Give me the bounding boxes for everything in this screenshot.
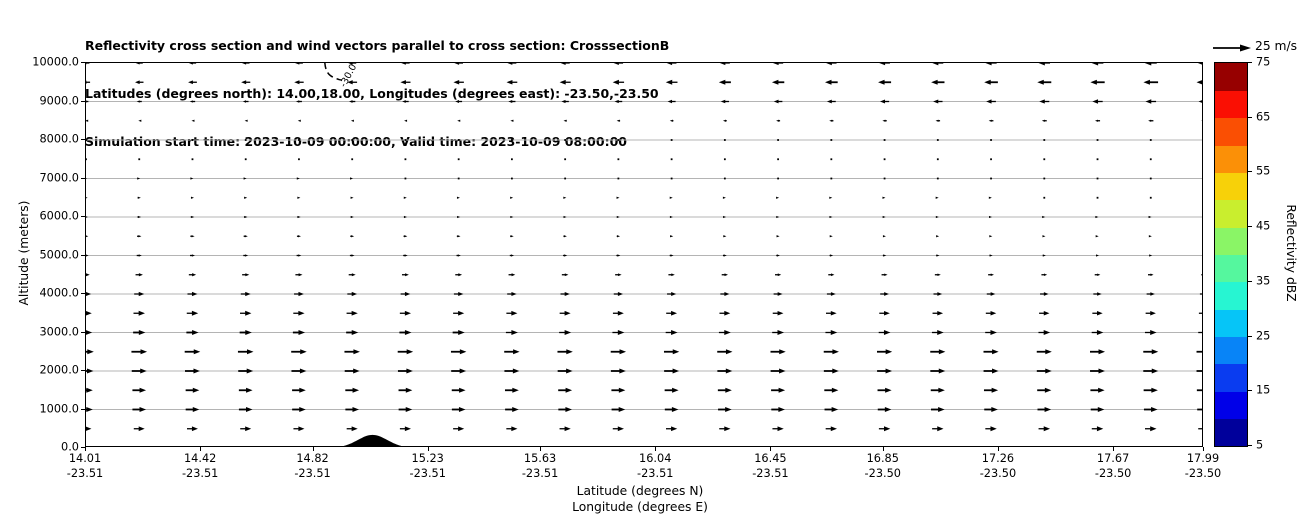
x-tick-mark (882, 447, 884, 451)
colorbar-tick-mark (1248, 445, 1252, 446)
y-tick-mark (81, 447, 85, 448)
reference-arrow-label: 25 m/s (1255, 39, 1298, 53)
x-tick-label: 14.82 -23.51 (294, 452, 331, 480)
colorbar-tick-mark (1248, 62, 1252, 63)
colorbar-tick-label: 5 (1256, 438, 1264, 452)
y-tick-mark (81, 216, 85, 217)
x-tick-mark (655, 447, 657, 451)
y-tick-label: 8000.0 (39, 132, 79, 146)
colorbar-segment-5-10dbz (1215, 418, 1247, 447)
x-axis-label-longitude: Longitude (degrees E) (572, 499, 708, 514)
colorbar-segment-45-50dbz (1215, 199, 1247, 228)
y-tick-label: 2000.0 (39, 363, 79, 377)
y-tick-mark (81, 370, 85, 371)
x-tick-label: 17.26 -23.50 (979, 452, 1017, 480)
colorbar-segment-65-70dbz (1215, 90, 1247, 119)
colorbar-tick-mark (1248, 280, 1252, 282)
y-tick-label: 5000.0 (39, 248, 79, 261)
x-tick-label: 16.85 -23.50 (864, 452, 901, 480)
terrain-profile (343, 434, 402, 446)
y-tick-label: 10000.0 (32, 55, 79, 69)
quiver-cross-section: -30.0 (86, 63, 1202, 446)
colorbar-tick-mark (1248, 171, 1252, 173)
x-tick-label: 15.23 -23.51 (409, 452, 446, 480)
y-tick-mark (81, 100, 85, 102)
reference-arrow-icon (1213, 44, 1251, 52)
y-tick-mark (81, 62, 85, 63)
colorbar-segment-20-25dbz (1215, 336, 1247, 365)
x-tick-mark (85, 447, 86, 451)
y-tick-mark (81, 139, 85, 140)
y-tick-label: 9000.0 (39, 94, 79, 107)
colorbar-tick-label: 65 (1256, 110, 1271, 124)
y-tick-label: 3000.0 (39, 325, 79, 338)
chart-title-line2: Latitudes (degrees north): 14.00,18.00, … (85, 86, 659, 101)
colorbar-segment-70-75dbz (1215, 63, 1247, 91)
y-tick-mark (81, 408, 85, 410)
colorbar-segment-50-55dbz (1215, 172, 1247, 201)
x-tick-mark (312, 447, 314, 451)
x-tick-label: 15.63 -23.51 (521, 452, 559, 480)
colorbar-segment-10-15dbz (1215, 391, 1247, 420)
x-tick-mark (1113, 447, 1115, 451)
colorbar-segment-30-35dbz (1215, 281, 1247, 310)
y-tick-label: 4000.0 (39, 286, 79, 300)
x-axis-label: Latitude (degrees N) Longitude (degrees … (360, 484, 920, 515)
y-tick-mark (81, 293, 85, 294)
colorbar-tick-mark (1248, 226, 1252, 228)
chart-title-line1: Reflectivity cross section and wind vect… (85, 38, 670, 53)
x-tick-label: 17.99 -23.50 (1184, 452, 1222, 480)
x-tick-mark (200, 447, 202, 451)
x-tick-label: 14.42 -23.51 (181, 452, 219, 480)
colorbar-tick-mark (1248, 116, 1252, 118)
x-tick-mark (770, 447, 772, 451)
colorbar-tick-label: 45 (1256, 219, 1271, 233)
x-axis-label-latitude: Latitude (degrees N) (576, 484, 704, 498)
colorbar-tick-label: 55 (1256, 164, 1271, 178)
plot-area: -30.0 (85, 62, 1203, 447)
y-tick-label: 7000.0 (39, 171, 79, 184)
wind-vectors (86, 63, 1202, 432)
colorbar-tick-label: 25 (1256, 329, 1271, 343)
y-tick-mark (81, 254, 85, 256)
colorbar-segment-15-20dbz (1215, 363, 1247, 392)
colorbar-segment-25-30dbz (1215, 309, 1247, 338)
colorbar-tick-label: 35 (1256, 274, 1271, 288)
colorbar-segment-60-65dbz (1215, 117, 1247, 146)
x-tick-mark (540, 447, 542, 451)
x-tick-label: 14.01 -23.51 (66, 452, 104, 480)
colorbar-tick-label: 15 (1256, 383, 1271, 397)
x-tick-mark (427, 447, 429, 451)
y-tick-mark (81, 177, 85, 179)
y-tick-mark (81, 331, 85, 333)
colorbar-tick-label: 75 (1256, 55, 1271, 69)
colorbar-segment-40-45dbz (1215, 227, 1247, 255)
x-tick-mark (1203, 447, 1204, 451)
y-tick-label: 0.0 (61, 440, 79, 454)
colorbar (1214, 62, 1248, 447)
colorbar-tick-mark (1248, 335, 1252, 337)
y-tick-label: 1000.0 (39, 402, 79, 415)
colorbar-segment-35-40dbz (1215, 254, 1247, 283)
wind-reference-legend: 25 m/s (1213, 38, 1304, 58)
x-tick-label: 16.45 -23.51 (752, 452, 789, 480)
x-tick-mark (997, 447, 999, 451)
colorbar-label: Reflectivity dBZ (1284, 204, 1298, 302)
contour-label: -30.0 (338, 63, 359, 89)
contour-line-minus30dbz (324, 63, 342, 81)
y-tick-label: 6000.0 (39, 209, 79, 223)
x-tick-label: 17.67 -23.50 (1094, 452, 1132, 480)
chart-title: Reflectivity cross section and wind vect… (85, 6, 669, 182)
x-tick-label: 16.04 -23.51 (637, 452, 674, 480)
chart-title-line3: Simulation start time: 2023-10-09 00:00:… (85, 134, 627, 149)
colorbar-segment-55-60dbz (1215, 145, 1247, 173)
colorbar-tick-mark (1248, 390, 1252, 392)
